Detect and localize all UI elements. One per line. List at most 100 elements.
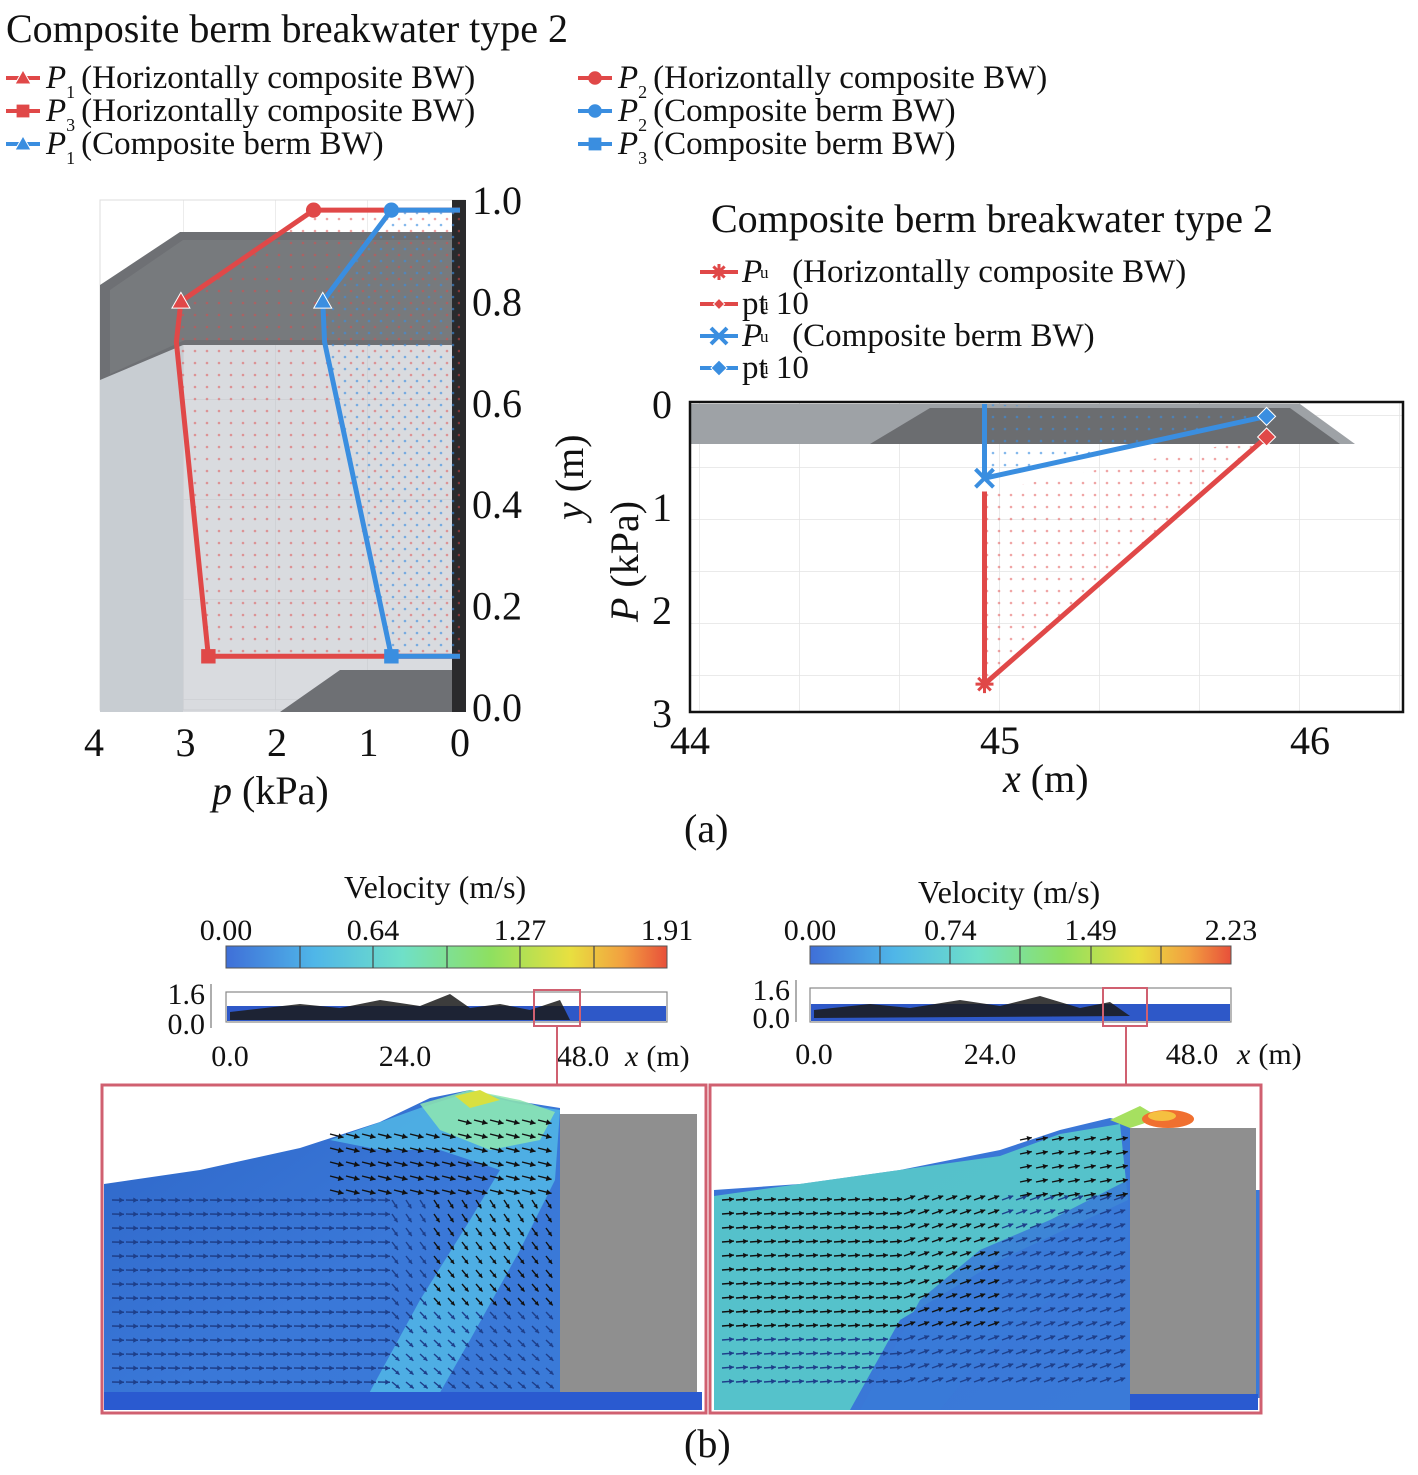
velocity-arrow-head bbox=[1035, 1377, 1042, 1382]
velocity-arrow-head bbox=[993, 1377, 1000, 1382]
y-tick-label: 0.6 bbox=[472, 381, 522, 426]
velocity-arrow-head bbox=[548, 1301, 553, 1306]
velocity-arrow-head bbox=[855, 1238, 860, 1245]
velocity-arrow-head bbox=[520, 1356, 526, 1361]
velocity-arrow-head bbox=[119, 1379, 124, 1385]
velocity-arrow-head bbox=[357, 1197, 362, 1203]
velocity-arrow-head bbox=[301, 1365, 306, 1371]
velocity-arrow-head bbox=[175, 1197, 180, 1203]
velocity-arrow-head bbox=[161, 1337, 166, 1343]
velocity-arrow-head bbox=[951, 1209, 958, 1214]
velocity-arrow-head bbox=[757, 1364, 762, 1371]
velocity-arrow-head bbox=[729, 1364, 734, 1371]
velocity-arrow-head bbox=[729, 1350, 734, 1357]
inset-x-tick-label: 0.0 bbox=[211, 1040, 249, 1073]
velocity-arrow-head bbox=[407, 1203, 412, 1209]
velocity-arrow-head bbox=[1119, 1321, 1126, 1326]
velocity-arrow-head bbox=[273, 1351, 278, 1357]
velocity-arrow-head bbox=[1035, 1279, 1042, 1284]
velocity-arrow-head bbox=[813, 1322, 818, 1329]
legend-text: pt 10 bbox=[742, 286, 809, 322]
velocity-arrow-head bbox=[394, 1287, 399, 1292]
legend-label: P1 (Horizontally composite BW) bbox=[45, 60, 475, 102]
velocity-arrow-head bbox=[371, 1337, 376, 1343]
velocity-arrow-head bbox=[545, 1175, 552, 1181]
panel-a-label: (a) bbox=[684, 806, 728, 851]
velocity-arrow-head bbox=[548, 1287, 553, 1292]
velocity-arrow-head bbox=[729, 1280, 734, 1287]
velocity-arrow-head bbox=[534, 1314, 539, 1320]
velocity-arrow-head bbox=[394, 1314, 399, 1320]
velocity-arrow-head bbox=[813, 1266, 818, 1273]
velocity-arrow-head bbox=[1091, 1377, 1098, 1382]
velocity-arrow-head bbox=[1021, 1251, 1028, 1256]
legend-subscript: 1 bbox=[66, 148, 75, 168]
velocity-arrow-head bbox=[729, 1196, 734, 1203]
y-tick-label: 0.4 bbox=[472, 482, 522, 527]
velocity-arrow-head bbox=[175, 1225, 180, 1231]
velocity-arrow-head bbox=[217, 1253, 222, 1259]
velocity-arrow-head bbox=[329, 1253, 334, 1259]
velocity-arrow-head bbox=[273, 1365, 278, 1371]
velocity-arrow-head bbox=[301, 1225, 306, 1231]
inset-x-tick-label: 48.0 bbox=[557, 1040, 610, 1073]
velocity-arrow-head bbox=[231, 1211, 236, 1217]
velocity-left-frame bbox=[100, 1083, 708, 1415]
velocity-arrow-head bbox=[548, 1314, 553, 1320]
velocity-arrow-head bbox=[217, 1225, 222, 1231]
velocity-arrow-head bbox=[813, 1294, 818, 1301]
legend-symbol: P bbox=[617, 93, 638, 129]
velocity-arrow-head bbox=[1091, 1209, 1098, 1214]
velocity-arrow-head bbox=[923, 1293, 930, 1298]
velocity-arrow-head bbox=[273, 1239, 278, 1245]
x-tick-label: 2 bbox=[267, 720, 287, 765]
velocity-arrow-head bbox=[757, 1196, 762, 1203]
legend-symbol: P bbox=[617, 126, 638, 162]
velocity-arrow-head bbox=[492, 1314, 497, 1320]
velocity-arrow-head bbox=[897, 1252, 902, 1259]
velocity-arrow-head bbox=[1049, 1237, 1056, 1242]
velocity-arrow-head bbox=[245, 1295, 250, 1301]
velocity-arrow-head bbox=[923, 1377, 930, 1382]
velocity-arrow-head bbox=[217, 1295, 222, 1301]
velocity-arrow-head bbox=[1007, 1223, 1014, 1228]
velocity-arrow-head bbox=[357, 1211, 362, 1217]
velocity-arrow-head bbox=[1021, 1279, 1028, 1284]
velocity-left-caisson bbox=[560, 1114, 697, 1396]
velocity-arrow-head bbox=[547, 1217, 552, 1223]
velocity-arrow-head bbox=[1035, 1307, 1042, 1312]
velocity-arrow-head bbox=[203, 1267, 208, 1273]
velocity-arrow-head bbox=[1063, 1335, 1070, 1340]
chart-2-y-ticks: 0 1 2 3 bbox=[652, 382, 672, 736]
velocity-arrow-head bbox=[951, 1307, 958, 1312]
velocity-arrow-head bbox=[909, 1223, 916, 1228]
legend-subscript: 1 bbox=[66, 82, 75, 102]
velocity-arrow-head bbox=[492, 1328, 498, 1334]
velocity-arrow-head bbox=[245, 1351, 250, 1357]
velocity-arrow-head bbox=[408, 1301, 413, 1306]
legend-asterisk-icon bbox=[711, 264, 727, 280]
velocity-arrow-head bbox=[175, 1267, 180, 1273]
velocity-arrow-head bbox=[394, 1259, 399, 1264]
velocity-arrow-head bbox=[189, 1379, 194, 1385]
velocity-arrow-head bbox=[464, 1356, 470, 1361]
velocity-arrow-head bbox=[841, 1238, 846, 1245]
velocity-arrow-head bbox=[519, 1245, 524, 1251]
velocity-arrow-head bbox=[371, 1225, 376, 1231]
legend-symbol: P bbox=[45, 126, 66, 162]
velocity-arrow-head bbox=[1063, 1377, 1070, 1382]
velocity-arrow-head bbox=[481, 1133, 488, 1139]
velocity-arrow-head bbox=[883, 1308, 888, 1315]
velocity-arrow-head bbox=[1077, 1349, 1084, 1354]
velocity-arrow-head bbox=[855, 1294, 860, 1301]
inset-x-label: x (m) bbox=[1236, 1038, 1302, 1071]
velocity-arrow-head bbox=[993, 1279, 1000, 1284]
velocity-arrow-head bbox=[897, 1196, 902, 1203]
legend-symbol: P bbox=[617, 60, 638, 96]
velocity-arrow-head bbox=[855, 1322, 860, 1329]
velocity-arrow-head bbox=[492, 1342, 498, 1347]
velocity-arrow-head bbox=[1091, 1279, 1098, 1284]
velocity-arrow-head bbox=[161, 1309, 166, 1315]
legend-text: (Horizontally composite BW) bbox=[81, 93, 475, 129]
inset-y-tick-label: 0.0 bbox=[753, 1002, 791, 1035]
